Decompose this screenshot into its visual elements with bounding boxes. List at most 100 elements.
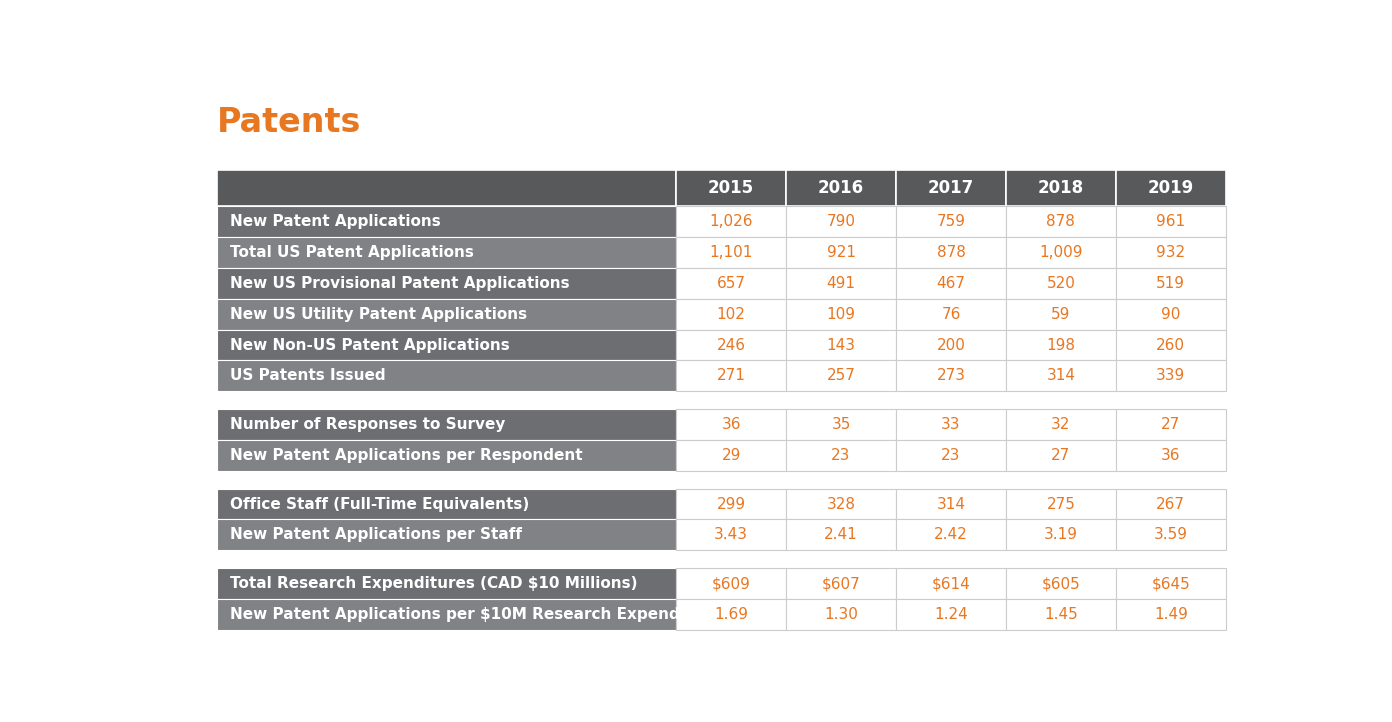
Bar [677, 440, 786, 471]
Text: New Patent Applications per $10M Research Expenditures: New Patent Applications per $10M Researc… [230, 607, 729, 622]
Bar [217, 237, 677, 268]
Text: 200: 200 [937, 337, 966, 352]
Text: 1.45: 1.45 [1044, 607, 1077, 622]
Bar [786, 329, 896, 360]
Text: 59: 59 [1051, 307, 1070, 322]
Text: Total Research Expenditures (CAD $10 Millions): Total Research Expenditures (CAD $10 Mil… [230, 576, 638, 591]
Text: Number of Responses to Survey: Number of Responses to Survey [230, 417, 505, 432]
Text: 273: 273 [937, 368, 966, 383]
Bar [1116, 170, 1226, 206]
Bar [217, 206, 677, 237]
Text: 257: 257 [827, 368, 856, 383]
Text: 271: 271 [717, 368, 746, 383]
Bar [896, 206, 1006, 237]
Text: 1.30: 1.30 [824, 607, 857, 622]
Text: 2017: 2017 [928, 179, 974, 197]
Text: $614: $614 [931, 576, 970, 591]
Bar [786, 440, 896, 471]
Bar [677, 489, 786, 519]
Bar [217, 360, 677, 391]
Bar [677, 237, 786, 268]
Bar [896, 360, 1006, 391]
Bar [896, 170, 1006, 206]
Bar [1006, 440, 1116, 471]
Bar [896, 440, 1006, 471]
Bar [217, 170, 677, 206]
Bar [217, 599, 677, 630]
Text: 1.49: 1.49 [1154, 607, 1187, 622]
Text: $609: $609 [711, 576, 750, 591]
Bar [786, 409, 896, 440]
Text: 35: 35 [831, 417, 851, 432]
Text: 339: 339 [1157, 368, 1186, 383]
Bar [217, 440, 677, 471]
Text: New Patent Applications per Respondent: New Patent Applications per Respondent [230, 448, 583, 463]
Bar [217, 299, 677, 329]
Bar [786, 489, 896, 519]
Bar [1116, 237, 1226, 268]
Text: 921: 921 [827, 245, 856, 260]
Text: 109: 109 [827, 307, 856, 322]
Text: 143: 143 [827, 337, 856, 352]
Text: 520: 520 [1047, 276, 1076, 291]
Text: New US Provisional Patent Applications: New US Provisional Patent Applications [230, 276, 569, 291]
Bar [786, 360, 896, 391]
Bar [677, 329, 786, 360]
Bar [1116, 519, 1226, 550]
Bar [1006, 360, 1116, 391]
Text: 90: 90 [1161, 307, 1180, 322]
Text: 328: 328 [827, 497, 856, 511]
Bar [896, 599, 1006, 630]
Bar [677, 568, 786, 599]
Bar [677, 599, 786, 630]
Bar [1116, 489, 1226, 519]
Bar [1006, 409, 1116, 440]
Bar [677, 299, 786, 329]
Bar [1006, 206, 1116, 237]
Bar [217, 409, 677, 440]
Text: 1,101: 1,101 [710, 245, 753, 260]
Text: 467: 467 [937, 276, 966, 291]
Bar [1116, 329, 1226, 360]
Bar [1116, 599, 1226, 630]
Text: 36: 36 [1161, 448, 1180, 463]
Text: 1,026: 1,026 [710, 214, 753, 229]
Bar [217, 568, 677, 599]
Text: New Non-US Patent Applications: New Non-US Patent Applications [230, 337, 509, 352]
Bar [217, 489, 677, 519]
Bar [896, 489, 1006, 519]
Bar [677, 170, 786, 206]
Bar [1006, 237, 1116, 268]
Text: 3.59: 3.59 [1154, 527, 1187, 542]
Bar [677, 206, 786, 237]
Bar [786, 206, 896, 237]
Bar [217, 268, 677, 299]
Text: $605: $605 [1041, 576, 1080, 591]
Text: 23: 23 [941, 448, 960, 463]
Text: 961: 961 [1157, 214, 1186, 229]
Bar [786, 599, 896, 630]
Text: 198: 198 [1047, 337, 1076, 352]
Bar [1116, 206, 1226, 237]
Bar [896, 568, 1006, 599]
Text: 3.43: 3.43 [714, 527, 748, 542]
Bar [896, 519, 1006, 550]
Text: New US Utility Patent Applications: New US Utility Patent Applications [230, 307, 528, 322]
Text: 314: 314 [937, 497, 966, 511]
Text: 267: 267 [1157, 497, 1186, 511]
Text: New Patent Applications per Staff: New Patent Applications per Staff [230, 527, 522, 542]
Text: 878: 878 [1047, 214, 1076, 229]
Text: 2.42: 2.42 [934, 527, 967, 542]
Bar [1006, 170, 1116, 206]
Text: 27: 27 [1051, 448, 1070, 463]
Bar [896, 299, 1006, 329]
Text: 29: 29 [721, 448, 741, 463]
Bar [786, 237, 896, 268]
Text: Total US Patent Applications: Total US Patent Applications [230, 245, 473, 260]
Bar [677, 519, 786, 550]
Bar [1006, 568, 1116, 599]
Bar [1116, 268, 1226, 299]
Text: 2019: 2019 [1148, 179, 1194, 197]
Text: 3.19: 3.19 [1044, 527, 1077, 542]
Bar [786, 268, 896, 299]
